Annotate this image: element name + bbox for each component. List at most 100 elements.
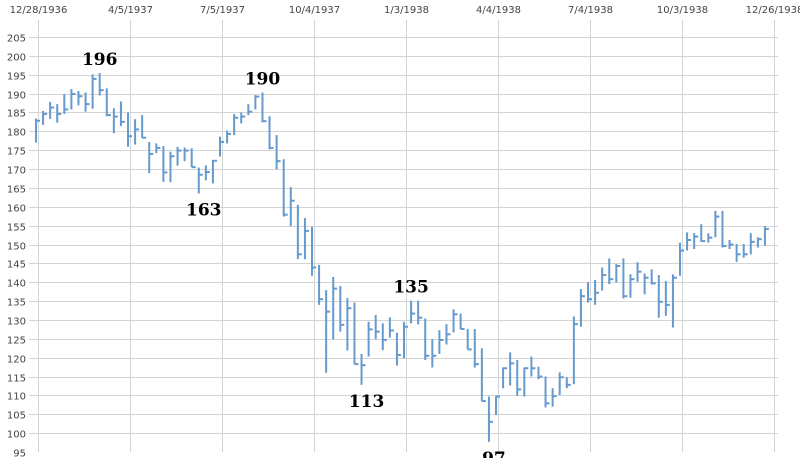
hlc-bar (204, 165, 210, 181)
hlc-bar (714, 210, 720, 238)
y-tick-label: 130 (7, 317, 26, 328)
y-tick-label: 105 (7, 411, 26, 422)
annotation-label: 163 (186, 201, 222, 221)
hlc-bar (615, 264, 621, 283)
hlc-bar (63, 93, 69, 114)
y-tick-label: 95 (13, 449, 26, 458)
hlc-bar (664, 281, 670, 316)
hlc-bar (49, 101, 55, 119)
y-tick-label: 185 (7, 109, 26, 120)
hlc-bar (148, 141, 154, 174)
hlc-bar (127, 112, 133, 147)
hlc-bar (749, 233, 755, 255)
y-tick-label: 140 (7, 279, 26, 290)
price-bars (35, 73, 769, 442)
hlc-bar (495, 395, 501, 416)
hlc-bar (671, 274, 677, 328)
hlc-bar (105, 88, 111, 117)
annotation-label: 113 (349, 392, 385, 412)
y-tick-label: 100 (7, 430, 26, 441)
x-tick-label: 12/26/1938 (746, 5, 800, 16)
hlc-bar (480, 348, 486, 403)
hlc-bar (176, 146, 182, 166)
hlc-bar (643, 273, 649, 295)
x-tick-label: 4/5/1937 (108, 5, 153, 16)
hlc-bar (197, 167, 203, 194)
hlc-bar (162, 146, 168, 182)
hlc-bar (579, 289, 585, 327)
y-tick-label: 190 (7, 91, 26, 102)
hlc-bar (679, 242, 685, 276)
hlc-bar (438, 330, 444, 354)
hlc-bar (763, 226, 769, 246)
hlc-bar (346, 298, 352, 351)
hlc-bar (700, 224, 706, 243)
hlc-bar (445, 324, 451, 345)
hlc-bar (544, 376, 550, 408)
y-tick-label: 150 (7, 242, 26, 253)
hlc-bar (190, 148, 196, 169)
hlc-bar (523, 367, 529, 397)
hlc-bar (693, 233, 699, 250)
hlc-bar (629, 274, 635, 298)
annotation-label: 196 (82, 50, 118, 70)
hlc-bar (169, 151, 175, 183)
hlc-bar (459, 313, 465, 331)
hlc-bar (686, 232, 692, 251)
hlc-bar (183, 147, 189, 162)
y-tick-label: 110 (7, 392, 26, 403)
x-axis-ticks: 12/28/1936 4/5/1937 7/5/1937 10/4/1937 1/3/1… (10, 5, 800, 16)
hlc-bar (735, 244, 741, 262)
hlc-bar (119, 101, 125, 127)
y-tick-label: 170 (7, 166, 26, 177)
hlc-bar (303, 218, 309, 260)
hlc-bar (410, 300, 416, 324)
y-tick-label: 160 (7, 204, 26, 215)
hlc-bar (721, 210, 727, 248)
hlc-bar (240, 112, 246, 124)
hlc-bar (509, 352, 515, 386)
y-axis-ticks: 95 100 105 110 115 120 125 130 135 140 145 150 155 16… (7, 34, 26, 458)
annotation-label: 190 (245, 69, 281, 89)
x-tick-label: 10/3/1938 (657, 5, 708, 16)
y-tick-label: 125 (7, 336, 26, 347)
x-tick-label: 7/4/1938 (568, 5, 613, 16)
hlc-bar (84, 92, 90, 112)
hlc-bar (657, 275, 663, 318)
hlc-bar (233, 113, 239, 136)
hlc-bar (381, 323, 387, 351)
hlc-bar (650, 269, 656, 285)
hlc-bar (318, 264, 324, 305)
hlc-bar (91, 74, 97, 109)
hlc-bar (487, 396, 493, 442)
y-tick-label: 175 (7, 147, 26, 158)
hlc-bar (587, 282, 593, 303)
annotation-label: 97 (482, 449, 506, 458)
x-tick-label: 1/3/1938 (384, 5, 429, 16)
x-tick-label: 7/5/1937 (200, 5, 245, 16)
hlc-bar (608, 258, 614, 285)
hlc-bar (417, 300, 423, 325)
hlc-bar (742, 244, 748, 258)
hlc-bar (311, 226, 317, 276)
hlc-bar (268, 116, 274, 150)
hlc-bar (388, 317, 394, 338)
hlc-bar (332, 276, 338, 340)
hlc-bar (403, 321, 409, 359)
hlc-bar (367, 321, 373, 357)
annotations: 196 190 163 135 113 97 (82, 50, 506, 458)
y-tick-label: 205 (7, 34, 26, 45)
hlc-bar (537, 366, 543, 380)
hlc-bar (502, 367, 508, 389)
x-tick-label: 4/4/1938 (476, 5, 521, 16)
hlc-bar (296, 204, 302, 260)
hlc-bar (707, 233, 713, 243)
hlc-bar (141, 115, 147, 139)
hlc-bar (728, 239, 734, 250)
y-tick-label: 145 (7, 260, 26, 271)
hlc-bar (756, 237, 762, 248)
hlc-bar (261, 92, 267, 123)
hlc-bar (98, 73, 104, 96)
hlc-bar (558, 372, 564, 396)
hlc-bar (134, 119, 140, 145)
